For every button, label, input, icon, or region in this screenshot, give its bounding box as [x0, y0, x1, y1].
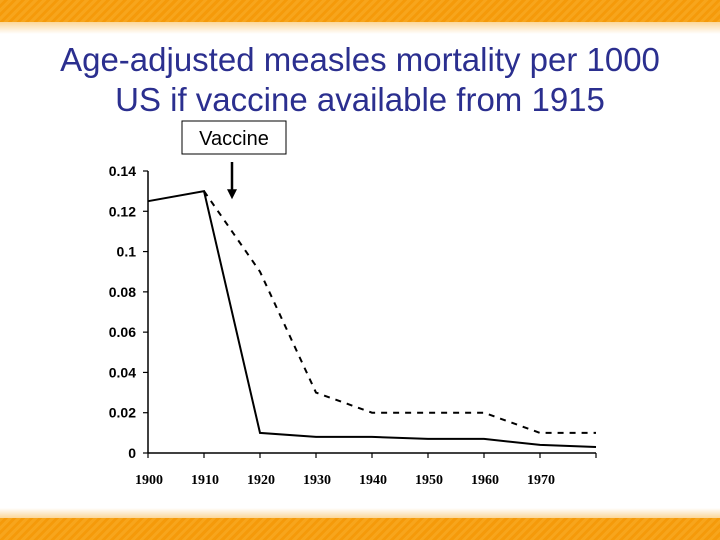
- x-tick-label: 1950: [415, 473, 443, 488]
- x-tick-label: 1970: [527, 473, 555, 488]
- top-decorative-band: [0, 0, 720, 22]
- series-line-solid: [147, 189, 597, 448]
- bottom-decorative-band: [0, 518, 720, 540]
- x-tick-label: 1920: [247, 473, 275, 488]
- bottom-band-fade: [0, 508, 720, 518]
- x-tick-label: 1910: [191, 473, 219, 488]
- y-tick-label: 0.02: [109, 405, 136, 421]
- y-tick-label: 0: [128, 445, 136, 461]
- y-tick-label: 0.14: [109, 163, 136, 179]
- y-tick-label: 0.04: [109, 364, 136, 380]
- top-band-fade: [0, 22, 720, 34]
- y-tick-label: 0.12: [109, 203, 136, 219]
- series-line-dashed: [203, 190, 596, 434]
- x-tick-label: 1930: [303, 473, 331, 488]
- x-tick-label: 1900: [135, 473, 163, 488]
- y-tick-label: 0.06: [109, 324, 136, 340]
- title-line-1: Age-adjusted measles mortality per 1000: [60, 41, 660, 78]
- x-tick-label: 1940: [359, 473, 387, 488]
- annotation-arrow-head: [227, 189, 237, 200]
- y-tick-label: 0.08: [109, 284, 136, 300]
- title-line-2: US if vaccine available from 1915: [115, 81, 605, 118]
- annotation-label: Vaccine: [199, 128, 269, 150]
- x-tick-label: 1960: [471, 473, 499, 488]
- y-tick-label: 0.1: [117, 244, 137, 260]
- slide-title: Age-adjusted measles mortality per 1000 …: [0, 40, 720, 120]
- annotation-box: [181, 120, 287, 155]
